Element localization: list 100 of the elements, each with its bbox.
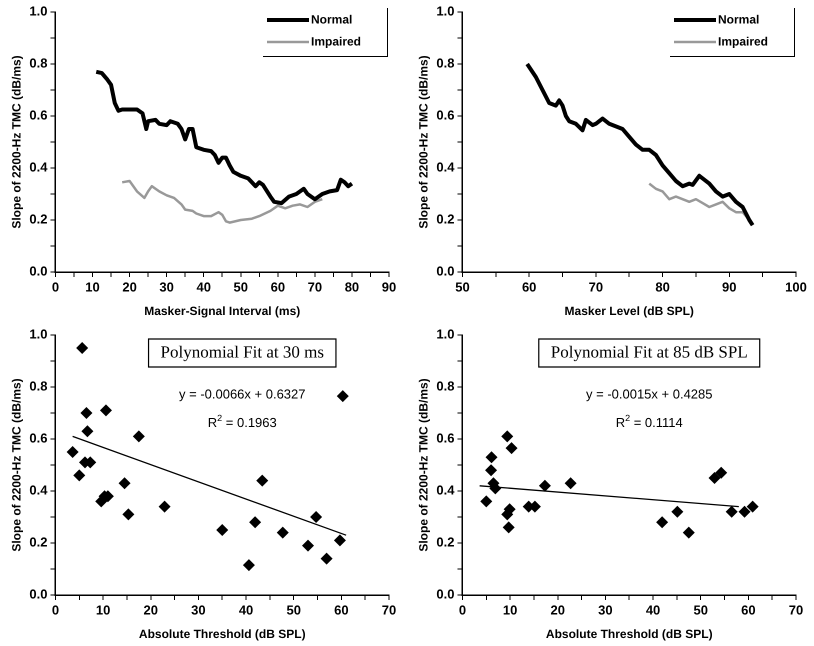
x-tick-label: 60: [270, 279, 286, 294]
y-tick-label: 0.8: [29, 56, 48, 71]
point: [334, 534, 346, 546]
point: [81, 425, 94, 438]
point: [302, 540, 314, 552]
y-axis-title: Slope of 2200-Hz TMC (dB/ms): [416, 378, 431, 552]
x-tick-label: 40: [646, 602, 660, 618]
point: [242, 559, 255, 572]
point: [501, 430, 514, 442]
x-tick-label: 70: [382, 602, 396, 618]
point: [132, 430, 145, 442]
x-tick-label: 10: [85, 279, 100, 294]
x-tick-label: 50: [286, 602, 301, 618]
x-tick-label: 60: [334, 602, 349, 618]
point: [682, 526, 695, 539]
x-tick-label: 70: [788, 602, 804, 618]
y-axis-title: Slope of 2200-Hz TMC (dB/ms): [416, 55, 431, 229]
point: [538, 480, 551, 492]
y-tick-label: 0.0: [29, 586, 48, 602]
point: [76, 342, 88, 354]
y-axis-title: Slope of 2200-Hz TMC (dB/ms): [10, 378, 24, 552]
y-tick-label: 0.8: [436, 378, 454, 394]
y-tick-label: 0.4: [436, 482, 456, 498]
annotation: y = -0.0015x + 0.4285: [586, 386, 712, 402]
point: [671, 506, 684, 518]
chart-title: Polynomial Fit at 30 ms: [160, 342, 324, 362]
y-tick-label: 0.2: [436, 212, 454, 227]
x-tick-label: 50: [693, 602, 708, 618]
y-tick-label: 0.4: [29, 482, 48, 498]
point: [80, 407, 92, 419]
y-tick-label: 0.0: [436, 264, 454, 279]
y-tick-label: 1.0: [436, 326, 454, 342]
point: [310, 511, 322, 523]
x-tick-label: 0: [52, 279, 60, 294]
x-tick-label: 90: [722, 279, 737, 294]
y-tick-label: 1.0: [436, 4, 454, 19]
x-tick-label: 30: [191, 602, 206, 618]
y-tick-label: 0.8: [436, 56, 454, 71]
x-tick-label: 100: [785, 279, 807, 294]
point: [708, 472, 721, 484]
x-tick-label: 50: [455, 279, 470, 294]
y-tick-label: 0.2: [29, 212, 48, 227]
point: [249, 516, 262, 528]
y-tick-label: 0.0: [436, 586, 454, 602]
y-tick-label: 0.8: [29, 378, 48, 394]
point: [118, 477, 131, 490]
x-tick-label: 70: [588, 279, 604, 294]
point: [656, 516, 668, 528]
point: [158, 500, 171, 513]
y-tick-label: 0.6: [29, 108, 48, 123]
point: [256, 474, 268, 487]
legend-label: Normal: [718, 12, 760, 26]
x-tick-label: 40: [196, 279, 211, 294]
x-axis-title: Masker-Signal Interval (ms): [144, 304, 300, 318]
legend-label: Impaired: [311, 34, 362, 48]
x-tick-label: 40: [238, 602, 254, 618]
y-tick-label: 0.4: [29, 160, 48, 175]
x-tick-label: 0: [52, 602, 60, 618]
x-tick-label: 0: [458, 602, 466, 618]
x-tick-label: 70: [308, 279, 322, 294]
y-tick-label: 1.0: [29, 4, 48, 19]
x-axis-title: Absolute Threshold (dB SPL): [138, 627, 306, 642]
point: [502, 521, 515, 534]
point: [276, 526, 289, 539]
x-tick-label: 50: [234, 279, 248, 294]
x-tick-label: 30: [159, 279, 174, 294]
x-tick-label: 20: [550, 602, 565, 618]
x-tick-label: 90: [382, 279, 396, 294]
point: [216, 524, 228, 536]
point: [506, 442, 518, 454]
x-axis-title: Absolute Threshold (dB SPL): [546, 627, 713, 642]
point: [726, 506, 738, 518]
x-tick-label: 20: [144, 602, 158, 618]
legend-label: Normal: [311, 12, 352, 26]
y-tick-label: 0.6: [29, 430, 48, 446]
y-tick-label: 0.2: [29, 534, 48, 550]
x-tick-label: 20: [122, 279, 137, 294]
x-tick-label: 60: [741, 602, 756, 618]
x-tick-label: 80: [344, 279, 360, 294]
point: [485, 464, 498, 476]
y-axis-title: Slope of 2200-Hz TMC (dB/ms): [10, 55, 24, 229]
y-tick-label: 0.2: [436, 534, 454, 550]
point: [715, 466, 728, 479]
x-tick-label: 10: [502, 602, 518, 618]
y-tick-label: 0.0: [29, 264, 48, 279]
point: [738, 506, 751, 518]
point: [746, 500, 759, 513]
point: [564, 477, 577, 490]
x-tick-label: 30: [598, 602, 613, 618]
annotation: y = -0.0066x + 0.6327: [179, 386, 306, 402]
x-tick-label: 10: [96, 602, 110, 618]
x-tick-label: 60: [522, 279, 536, 294]
point: [480, 495, 492, 508]
legend-label: Impaired: [718, 34, 768, 48]
x-axis-title: Masker Level (dB SPL): [564, 304, 694, 318]
point: [100, 404, 112, 416]
y-tick-label: 1.0: [29, 326, 48, 342]
y-tick-label: 0.6: [436, 430, 454, 446]
x-tick-label: 80: [655, 279, 670, 294]
point: [336, 390, 349, 402]
